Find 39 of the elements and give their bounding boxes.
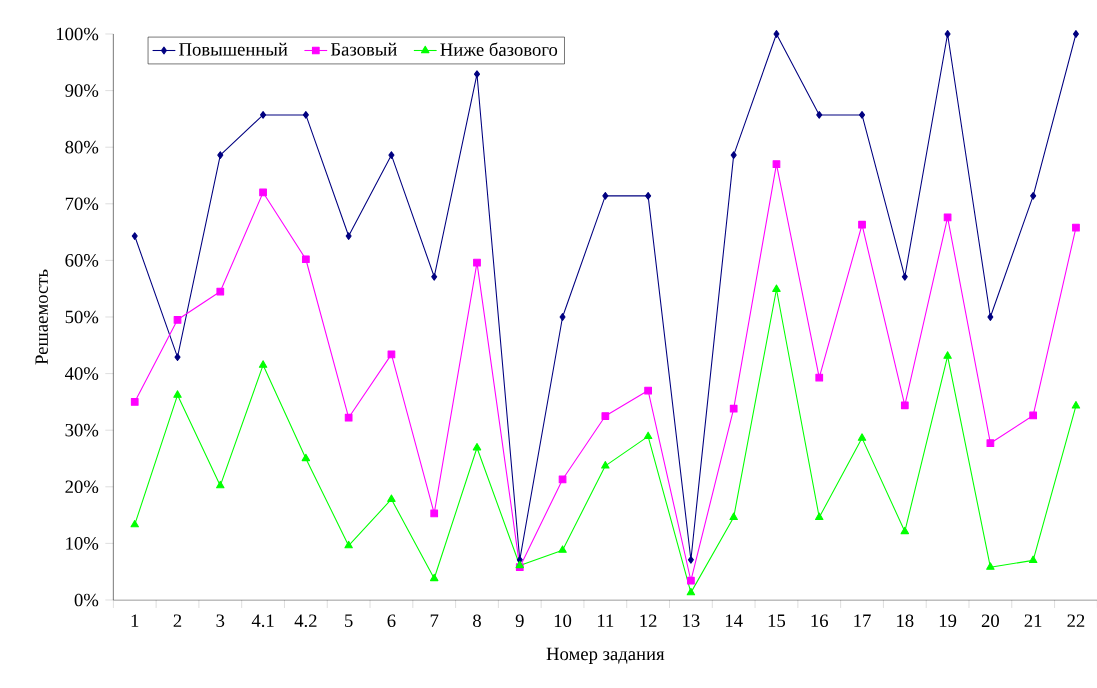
x-tick-label: 22: [1067, 614, 1085, 627]
y-tick-label: 70%: [65, 197, 99, 211]
x-tick-label: 11: [597, 614, 614, 627]
x-tick-label: 19: [939, 614, 957, 628]
legend-label: Повышенный: [179, 42, 288, 56]
x-tick-label: 3: [216, 614, 225, 628]
legend-label: Ниже базового: [440, 42, 558, 56]
x-tick-label: 2: [173, 614, 182, 627]
x-tick-label: 8: [473, 614, 481, 628]
x-tick-label: 6: [387, 614, 396, 628]
y-tick-label: 50%: [65, 310, 99, 324]
x-tick-label: 10: [554, 614, 572, 628]
x-tick-label: 5: [345, 614, 353, 627]
x-tick-label: 20: [981, 614, 999, 628]
x-tick-label: 17: [854, 614, 871, 627]
x-tick-label: 21: [1024, 614, 1042, 627]
y-tick-label: 0%: [74, 593, 99, 607]
x-tick-label: 12: [640, 614, 657, 627]
y-tick-label: 10%: [66, 537, 99, 550]
y-tick-label: 30%: [65, 423, 99, 437]
x-tick-label: 4.1: [251, 614, 274, 628]
y-tick-label: 90%: [65, 84, 99, 97]
x-tick-label: 13: [683, 614, 700, 628]
x-tick-label: 15: [768, 614, 786, 627]
x-tick-label: 14: [725, 614, 743, 627]
y-axis-title: Решаемость: [35, 269, 48, 365]
x-tick-label: 1: [131, 614, 139, 627]
y-tick-label: 100%: [56, 27, 99, 41]
legend-label: Базовый: [330, 42, 397, 56]
x-tick-label: 4.2: [294, 614, 317, 628]
x-tick-label: 9: [515, 614, 524, 628]
x-axis-title: Номер задания: [546, 647, 665, 664]
x-tick-label: 18: [897, 614, 914, 628]
x-tick-label: 16: [811, 614, 829, 628]
y-tick-label: 60%: [65, 254, 99, 267]
y-tick-label: 40%: [64, 367, 99, 380]
y-tick-label: 80%: [65, 140, 99, 154]
x-tick-label: 7: [430, 614, 439, 627]
y-tick-label: 20%: [65, 480, 99, 494]
